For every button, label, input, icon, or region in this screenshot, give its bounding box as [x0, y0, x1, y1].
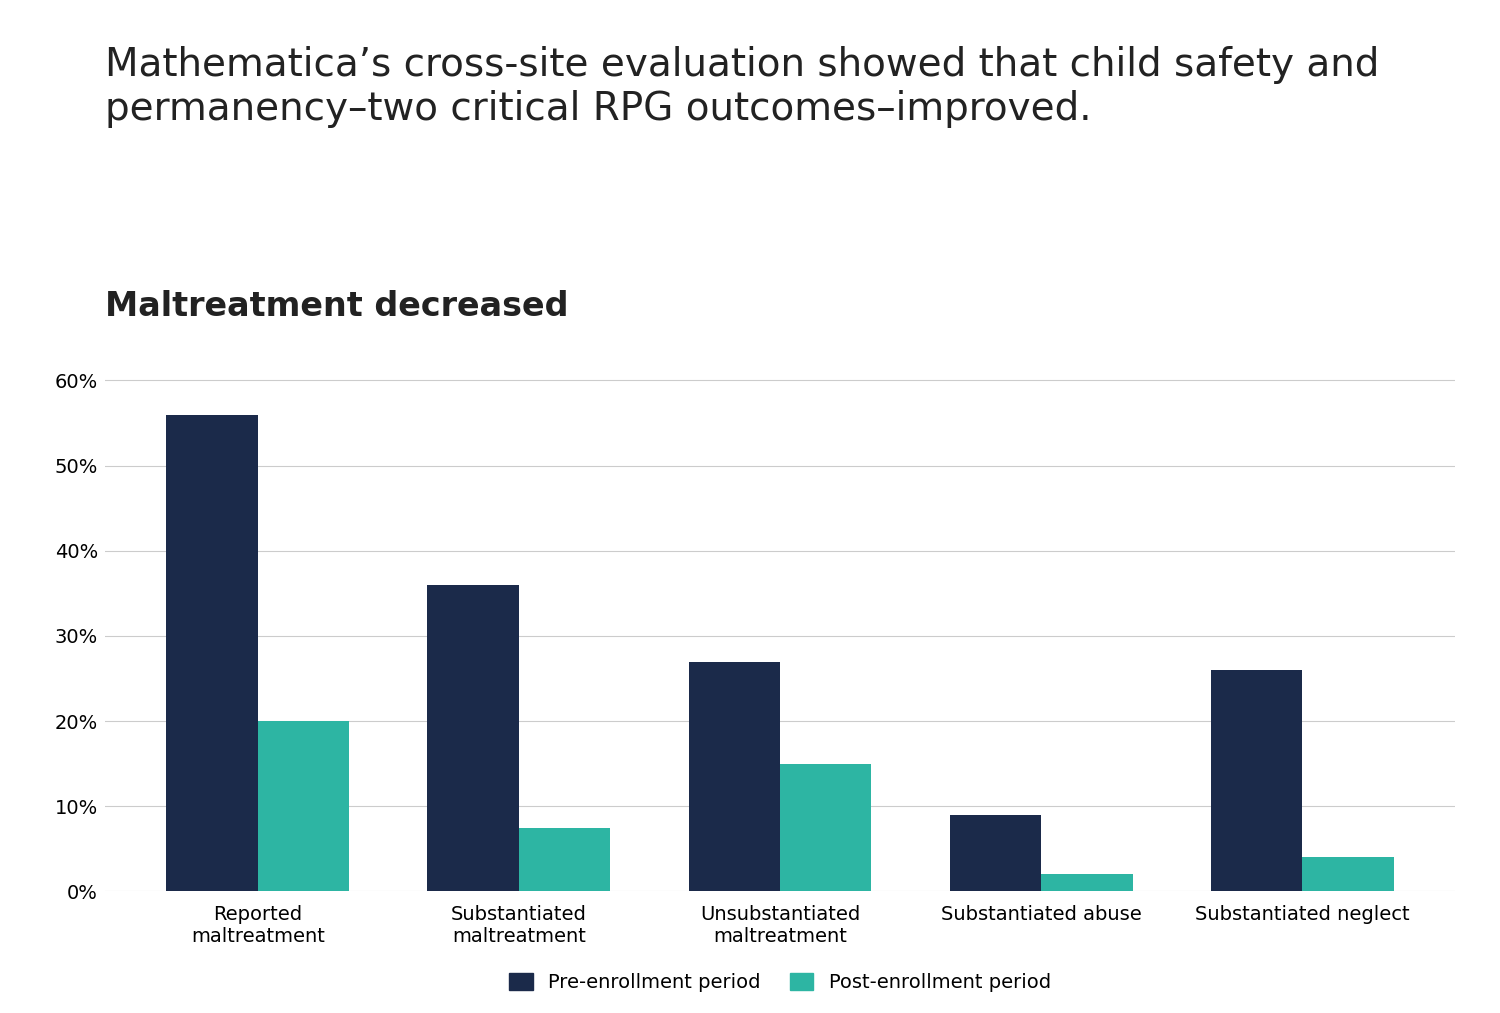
Bar	[1041, 874, 1132, 891]
Bar	[1302, 857, 1394, 891]
Bar	[1210, 670, 1302, 891]
Legend: Pre-enrollment period, Post-enrollment period: Pre-enrollment period, Post-enrollment p…	[509, 973, 1052, 993]
Bar	[688, 661, 780, 891]
Bar	[780, 764, 871, 891]
Bar	[950, 814, 1041, 891]
Bar	[258, 721, 350, 891]
Text: Maltreatment decreased: Maltreatment decreased	[105, 290, 568, 322]
Bar	[166, 414, 258, 891]
Bar	[519, 828, 610, 891]
Bar	[427, 585, 519, 891]
Text: Mathematica’s cross-site evaluation showed that child safety and
permanency–two : Mathematica’s cross-site evaluation show…	[105, 46, 1380, 128]
